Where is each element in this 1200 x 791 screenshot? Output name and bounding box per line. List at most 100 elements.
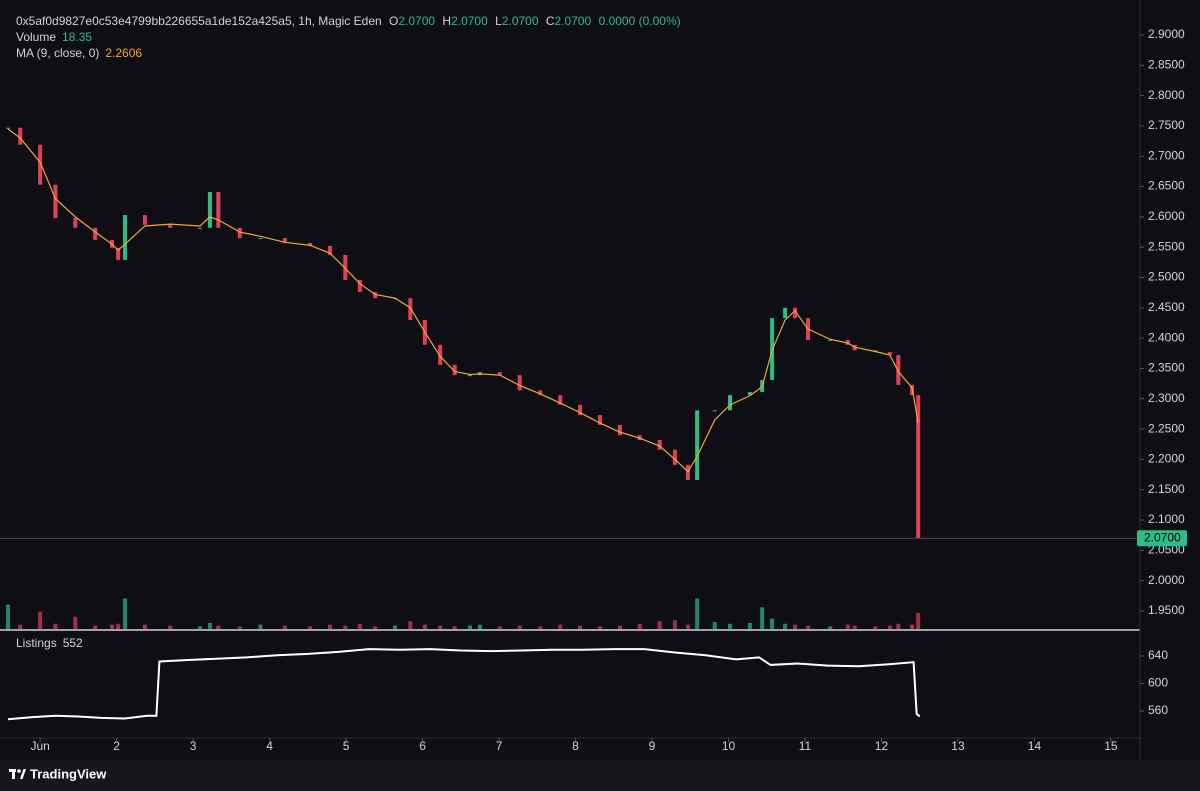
logo [9,769,26,779]
candle [343,255,348,280]
x-tick-label: 6 [419,739,426,753]
candle [142,215,147,225]
volume-bar [896,623,901,629]
ma-value: 2.2606 [105,46,142,60]
volume-bar [672,620,677,629]
candle [116,247,121,260]
volume-bar [168,625,173,629]
y-tick-label: 2.5000 [1148,270,1185,284]
volume-bar [845,624,850,629]
candle [237,227,242,239]
listings-legend: Listings 552 [16,636,83,650]
candle [517,375,522,391]
candle [558,395,563,405]
volume-bar [728,623,733,629]
ma-legend: MA (9, close, 0) 2.2606 [16,46,142,60]
symbol: 0x5af0d9827e0c53e4799bb226655a1de152a425… [16,14,382,28]
candle [328,245,333,256]
volume-bar [53,623,58,629]
volume-bar [783,623,788,629]
volume-bar [38,611,43,629]
candle [497,372,502,376]
volume-bar [142,624,147,629]
candle [197,227,202,229]
candle [258,238,263,240]
candle [916,395,921,539]
volume-bar [258,624,263,629]
volume-label: Volume [16,30,56,44]
candle [38,144,43,185]
change: 0.0000 (0.00%) [599,14,681,28]
candle [408,298,413,320]
volume-bar [517,625,522,629]
x-tick-label: 3 [190,739,197,753]
candle [747,392,752,396]
candle [728,395,733,411]
y-tick-label: 600 [1148,676,1168,690]
candle [578,404,583,416]
volume-bar [916,613,921,629]
x-tick-label: 8 [572,739,579,753]
y-tick-label: 2.9000 [1148,27,1185,41]
volume-bar [237,626,242,629]
y-tick-label: 560 [1148,703,1168,717]
o-value: 2.0700 [398,14,435,28]
volume-bar [887,625,892,629]
y-tick-label: 2.1000 [1148,512,1185,526]
h-value: 2.0700 [451,14,488,28]
volume-bar [282,625,287,629]
candle [18,127,23,145]
y-tick-label: 2.7000 [1148,148,1185,162]
ma-line [7,128,919,473]
l-label: L [495,14,502,28]
volume-bar [73,616,78,629]
c-label: C [546,14,555,28]
volume-bar [852,625,857,629]
x-tick-label: 4 [266,739,273,753]
candle [282,238,287,243]
listings-line [7,648,921,721]
y-tick-label: 2.5500 [1148,239,1185,253]
volume-bar [828,626,833,629]
volume-bar [712,622,717,629]
x-tick-label: 9 [649,739,656,753]
x-tick-label: 7 [496,739,503,753]
volume-bar [357,623,362,629]
candle [53,184,58,219]
y-tick-label: 1.9500 [1148,603,1185,617]
candle [617,424,622,436]
volume-bar [657,621,662,629]
volume-bar [910,624,915,629]
logo-dot [17,769,21,773]
candle [207,192,212,228]
candle [168,224,173,228]
x-tick-label: 12 [875,739,889,753]
last-price-label: 2.0700 [1144,530,1181,544]
x-tick-label: 15 [1104,739,1118,753]
footer [0,760,1200,791]
candle [695,410,700,481]
candle [538,390,543,396]
volume-bar [477,624,482,629]
candle [467,375,472,377]
volume-bar [598,626,603,629]
candle [793,307,798,319]
volume-bar [328,624,333,629]
legend-line: 0x5af0d9827e0c53e4799bb226655a1de152a425… [16,14,681,28]
candle [887,352,892,356]
volume-bar [110,624,115,629]
candle [123,215,128,260]
x-tick-label: 2 [113,739,120,753]
listings-value: 552 [63,636,83,650]
candle [896,355,901,385]
candle [357,279,362,293]
volume-bar [123,598,128,629]
y-tick-label: 2.4000 [1148,330,1185,344]
c-value: 2.0700 [555,14,592,28]
volume-value: 18.35 [62,30,92,44]
l-value: 2.0700 [502,14,539,28]
candle [783,307,788,319]
y-tick-label: 2.3500 [1148,361,1185,375]
candle [598,415,603,425]
